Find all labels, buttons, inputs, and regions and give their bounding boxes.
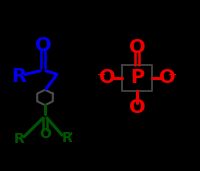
Text: ': ' — [70, 131, 73, 141]
Text: O: O — [129, 98, 145, 117]
Text: O: O — [159, 68, 175, 87]
Text: O: O — [39, 127, 51, 141]
Text: −: − — [168, 69, 178, 79]
Text: R: R — [12, 67, 26, 86]
Text: R: R — [62, 131, 72, 145]
Text: O: O — [99, 68, 115, 87]
Text: O: O — [35, 36, 51, 55]
Text: P: P — [130, 68, 144, 87]
Text: −: − — [97, 69, 107, 79]
Text: R: R — [14, 132, 24, 146]
Text: O: O — [129, 38, 145, 57]
